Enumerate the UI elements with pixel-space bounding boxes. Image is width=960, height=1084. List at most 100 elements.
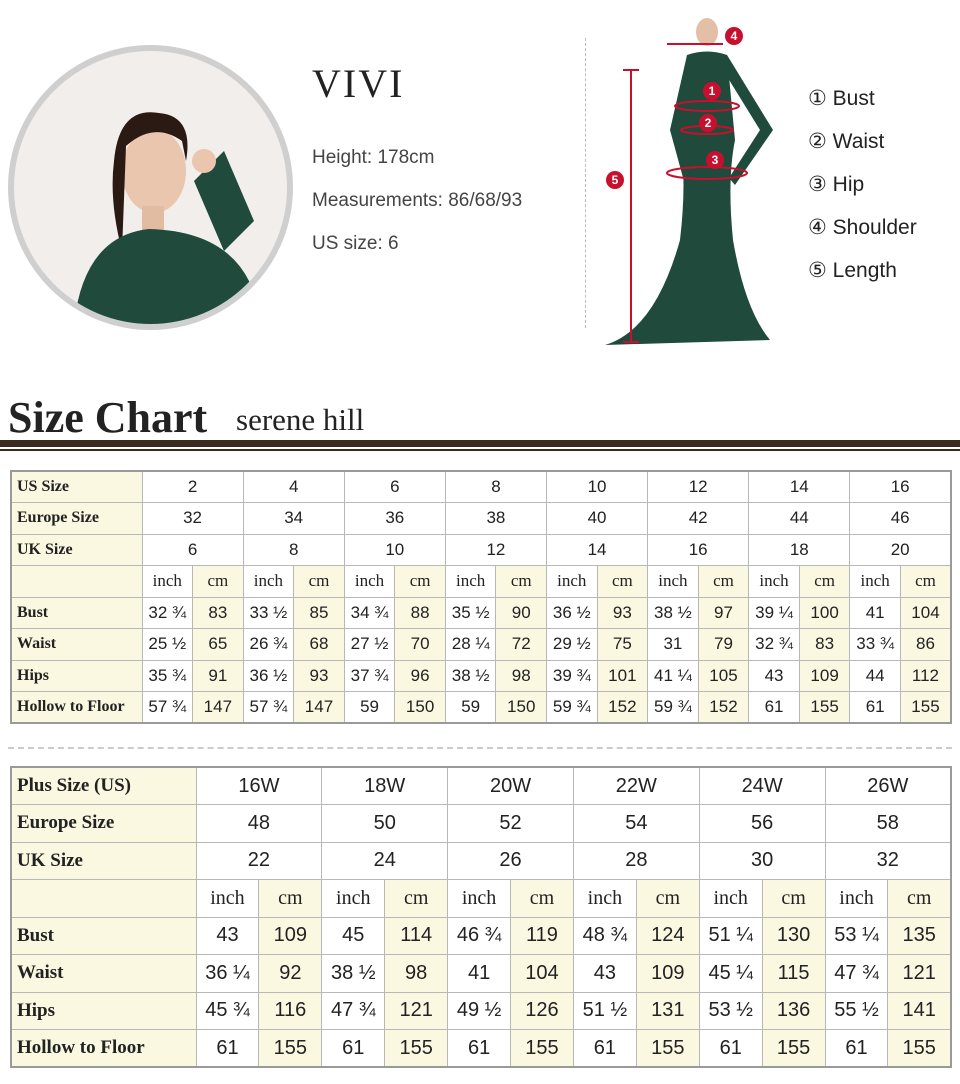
unit-cm: cm	[510, 879, 574, 918]
unit-cm: cm	[596, 565, 649, 598]
legend-number: ⑤	[808, 259, 827, 282]
inch-value: 61	[321, 1029, 386, 1068]
size-cell: 26	[447, 841, 574, 880]
inch-value: 61	[824, 1029, 889, 1068]
height-label: Height:	[312, 147, 373, 168]
row-units: inch cm inch cm inch cm inch cm inch cm inch cm inch…	[10, 565, 952, 598]
size-cell: 4	[242, 470, 345, 503]
unit-inch: inch	[849, 565, 901, 598]
cm-value: 150	[495, 691, 547, 724]
inch-value: 44	[849, 659, 901, 692]
table-row: Waist 36 ¼ 92 38 ½ 98 41 104 43 109 45 ¼ 115 47 ¾ 12…	[10, 954, 952, 993]
size-cell: 10	[545, 470, 649, 503]
inch-value: 51 ¼	[698, 916, 763, 955]
size-cell: 38	[444, 502, 548, 535]
row-label: Europe Size	[10, 502, 143, 535]
inch-value: 38 ½	[321, 954, 386, 993]
cm-value: 97	[697, 596, 750, 629]
size-cell: 18W	[321, 766, 449, 805]
cm-value: 147	[293, 691, 345, 724]
row-label: Hollow to Floor	[10, 691, 143, 724]
inch-value: 38 ½	[647, 596, 699, 629]
cm-value: 93	[293, 659, 345, 692]
inch-value: 35 ½	[444, 596, 497, 629]
table-row: Hips 45 ¾ 116 47 ¾ 121 49 ½ 126 51 ½ 131 53 ½ 136 5…	[10, 991, 952, 1030]
row-label: Waist	[10, 628, 143, 661]
cm-value: 91	[192, 659, 244, 692]
inch-value: 59	[444, 691, 497, 724]
marker-2: 2	[705, 116, 712, 130]
unit-inch: inch	[546, 565, 598, 598]
size-cell: 54	[572, 804, 700, 843]
unit-inch: inch	[444, 565, 497, 598]
cm-value: 90	[495, 596, 547, 629]
cm-value: 147	[192, 691, 244, 724]
unit-inch: inch	[321, 879, 386, 918]
cm-value: 72	[495, 628, 547, 661]
unit-inch: inch	[343, 565, 396, 598]
legend-label: Shoulder	[832, 216, 917, 239]
size-cell: 32	[141, 502, 244, 535]
model-portrait-photo	[8, 45, 293, 330]
size-cell: 46	[849, 502, 952, 535]
title-rule	[0, 440, 960, 447]
inch-value: 53 ¼	[824, 916, 889, 955]
inch-value: 61	[572, 1029, 637, 1068]
bust-line	[674, 100, 740, 112]
size-cell: 2	[141, 470, 244, 503]
row-us-size: US Size 2 4 6 8 10 12 14 16	[10, 470, 952, 503]
unit-cm: cm	[394, 565, 446, 598]
cm-value: 83	[798, 628, 851, 661]
cm-value: 155	[258, 1029, 323, 1068]
cm-value: 155	[887, 1029, 952, 1068]
unit-cm: cm	[293, 565, 345, 598]
marker-1: 1	[709, 84, 716, 98]
marker-3: 3	[712, 153, 719, 167]
cm-value: 124	[635, 916, 700, 955]
inch-value: 57 ¾	[242, 691, 295, 724]
size-cell: 52	[447, 804, 574, 843]
cm-value: 104	[899, 596, 952, 629]
size-cell: 20W	[447, 766, 574, 805]
inch-value: 25 ½	[141, 628, 194, 661]
row-label: Hollow to Floor	[10, 1029, 197, 1068]
inch-value: 35 ¾	[141, 659, 194, 692]
inch-value: 41 ¼	[647, 659, 699, 692]
cm-value: 93	[596, 596, 649, 629]
inch-value: 43	[572, 954, 637, 993]
cm-value: 155	[635, 1029, 700, 1068]
row-units: inch cm inch cm inch cm inch cm inch cm inch cm	[10, 879, 952, 918]
row-eu-size: Europe Size 32 34 36 38 40 42 44 46	[10, 502, 952, 535]
inch-value: 47 ¾	[321, 991, 386, 1030]
inch-value: 61	[195, 1029, 260, 1068]
table-row: Hollow to Floor 61 155 61 155 61 155 61 155 61 155…	[10, 1029, 952, 1068]
unit-cm: cm	[192, 565, 244, 598]
inch-value: 41	[849, 596, 901, 629]
unit-cm: cm	[887, 879, 952, 918]
cm-value: 85	[293, 596, 345, 629]
size-cell: 16W	[195, 766, 323, 805]
cm-value: 88	[394, 596, 446, 629]
size-cell: 16	[849, 470, 952, 503]
marker-4: 4	[731, 29, 738, 43]
inch-value: 34 ¾	[343, 596, 396, 629]
cm-value: 155	[510, 1029, 574, 1068]
legend-label: Waist	[832, 130, 885, 153]
inch-value: 31	[647, 628, 699, 661]
size-cell: 56	[698, 804, 826, 843]
cm-value: 98	[495, 659, 547, 692]
cm-value: 152	[596, 691, 649, 724]
cm-value: 131	[635, 991, 700, 1030]
row-us-size: Plus Size (US) 16W 18W 20W 22W 24W 26W	[10, 766, 952, 805]
dashed-divider	[8, 747, 952, 749]
size-cell: 28	[572, 841, 700, 880]
inch-value: 37 ¾	[343, 659, 396, 692]
inch-value: 33 ½	[242, 596, 295, 629]
legend-number: ②	[808, 130, 827, 153]
unit-cm: cm	[697, 565, 750, 598]
cm-value: 150	[394, 691, 446, 724]
cm-value: 70	[394, 628, 446, 661]
plus-size-table: Plus Size (US) 16W 18W 20W 22W 24W 26W Europe S…	[10, 766, 952, 1068]
legend-number: ③	[808, 173, 827, 196]
inch-value: 43	[748, 659, 800, 692]
